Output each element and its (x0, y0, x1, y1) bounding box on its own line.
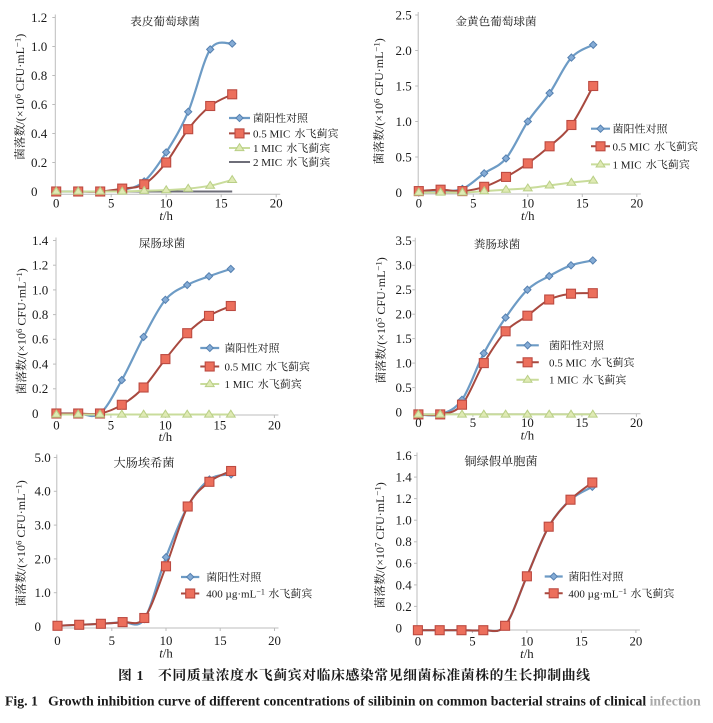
svg-text:2.0: 2.0 (35, 551, 51, 566)
svg-text:1.2: 1.2 (32, 258, 48, 273)
svg-text:2.0: 2.0 (396, 307, 412, 322)
svg-text:20: 20 (268, 419, 281, 433)
svg-text:1 MIC: 1 MIC (613, 159, 642, 171)
svg-text:10: 10 (521, 197, 534, 211)
svg-text:1.4: 1.4 (396, 470, 413, 485)
svg-text:t/h: t/h (159, 209, 173, 223)
svg-text:0: 0 (54, 634, 60, 648)
svg-text:3.5: 3.5 (396, 233, 412, 248)
svg-text:20: 20 (630, 416, 643, 430)
svg-text:/(×106 CFU·mL−1): /(×106 CFU·mL−1) (13, 480, 28, 571)
svg-text:0.6: 0.6 (396, 556, 413, 571)
svg-text:15: 15 (214, 634, 227, 648)
svg-text:2.5: 2.5 (396, 7, 412, 22)
svg-text:0: 0 (53, 419, 59, 433)
svg-text:0.6: 0.6 (31, 97, 48, 112)
svg-text:0.2: 0.2 (31, 155, 47, 170)
svg-text:15: 15 (214, 419, 227, 433)
svg-text:0: 0 (53, 197, 59, 211)
svg-text:/(×107 CFU·mL−1): /(×107 CFU·mL−1) (372, 482, 387, 573)
svg-text:400 µg·mL−1: 400 µg·mL−1 (568, 587, 627, 600)
svg-text:5: 5 (108, 419, 114, 433)
svg-text:5: 5 (470, 416, 476, 430)
svg-text:1.0: 1.0 (32, 282, 48, 297)
svg-text:0: 0 (416, 197, 422, 211)
svg-text:t/h: t/h (159, 430, 173, 444)
svg-text:10: 10 (160, 197, 173, 211)
svg-text:0: 0 (396, 185, 403, 200)
svg-text:0.8: 0.8 (31, 68, 47, 83)
svg-text:10: 10 (160, 634, 173, 648)
svg-text:1.0: 1.0 (396, 513, 412, 528)
svg-text:4.0: 4.0 (35, 484, 51, 499)
svg-text:15: 15 (576, 197, 589, 211)
svg-text:0: 0 (31, 184, 38, 199)
svg-text:0: 0 (396, 620, 403, 635)
svg-text:5: 5 (109, 634, 115, 648)
svg-text:t/h: t/h (521, 429, 535, 443)
svg-text:400 µg·mL−1: 400 µg·mL−1 (206, 587, 265, 600)
svg-text:0.5 MIC: 0.5 MIC (225, 362, 262, 374)
svg-text:1.2: 1.2 (396, 491, 412, 506)
svg-text:Fig. 1 Growth inhibition cur: Fig. 1 Growth inhibition curve of differ… (5, 694, 701, 709)
svg-text:15: 15 (576, 416, 589, 430)
svg-text:10: 10 (521, 416, 534, 430)
svg-text:5: 5 (470, 197, 476, 211)
svg-text:/(×106 CFU·mL−1): /(×106 CFU·mL−1) (371, 38, 386, 129)
svg-text:1.2: 1.2 (31, 10, 47, 25)
svg-text:3.0: 3.0 (396, 258, 412, 273)
svg-text:1.0: 1.0 (396, 356, 412, 371)
svg-text:/(×105 CFU·mL−1): /(×105 CFU·mL−1) (373, 257, 388, 348)
svg-text:2.5: 2.5 (396, 282, 412, 297)
svg-text:t/h: t/h (520, 647, 534, 661)
svg-text:1: 1 (137, 669, 144, 684)
svg-text:0.5: 0.5 (396, 380, 412, 395)
svg-text:20: 20 (630, 635, 643, 649)
svg-text:1 MIC: 1 MIC (225, 379, 254, 391)
svg-text:0: 0 (32, 406, 39, 421)
svg-text:10: 10 (521, 635, 534, 649)
svg-text:0: 0 (396, 404, 403, 419)
svg-text:20: 20 (270, 197, 283, 211)
svg-text:0: 0 (415, 416, 421, 430)
svg-text:0.8: 0.8 (396, 534, 412, 549)
svg-text:0: 0 (35, 619, 42, 634)
svg-text:0.4: 0.4 (396, 577, 413, 592)
svg-text:t/h: t/h (159, 647, 173, 661)
svg-text:1.0: 1.0 (396, 114, 412, 129)
svg-text:0.2: 0.2 (32, 381, 48, 396)
svg-text:0.4: 0.4 (32, 357, 49, 372)
svg-text:20: 20 (268, 634, 281, 648)
svg-text:1.5: 1.5 (396, 78, 412, 93)
svg-text:15: 15 (215, 197, 228, 211)
svg-text:2.0: 2.0 (396, 43, 412, 58)
svg-text:1 MIC: 1 MIC (253, 143, 282, 155)
svg-text:3.0: 3.0 (35, 518, 51, 533)
svg-text:0.5 MIC: 0.5 MIC (549, 357, 586, 369)
svg-text:1 MIC: 1 MIC (549, 375, 578, 387)
svg-text:0.5 MIC: 0.5 MIC (613, 141, 650, 153)
svg-text:0.4: 0.4 (31, 126, 48, 141)
svg-text:0.5: 0.5 (396, 149, 412, 164)
svg-text:0.5 MIC: 0.5 MIC (253, 128, 290, 140)
svg-text:2 MIC: 2 MIC (253, 157, 282, 169)
svg-text:0: 0 (415, 635, 421, 649)
svg-text:1.6: 1.6 (396, 448, 413, 463)
svg-text:/(×106 CFU·mL−1): /(×106 CFU·mL−1) (14, 268, 29, 359)
svg-text:1.0: 1.0 (35, 585, 51, 600)
svg-text:1.4: 1.4 (32, 233, 49, 248)
svg-text:t/h: t/h (521, 209, 535, 223)
svg-text:0.8: 0.8 (32, 307, 48, 322)
svg-text:5.0: 5.0 (35, 450, 51, 465)
svg-text:5: 5 (469, 635, 475, 649)
svg-text:0.2: 0.2 (396, 599, 412, 614)
svg-text:1.5: 1.5 (396, 331, 412, 346)
svg-text:20: 20 (630, 197, 643, 211)
svg-text:15: 15 (575, 635, 588, 649)
svg-text:1.0: 1.0 (31, 39, 47, 54)
svg-text:10: 10 (159, 419, 172, 433)
svg-text:5: 5 (108, 197, 114, 211)
svg-text:/(×106 CFU·mL−1): /(×106 CFU·mL−1) (12, 34, 27, 125)
svg-text:0.6: 0.6 (32, 332, 49, 347)
